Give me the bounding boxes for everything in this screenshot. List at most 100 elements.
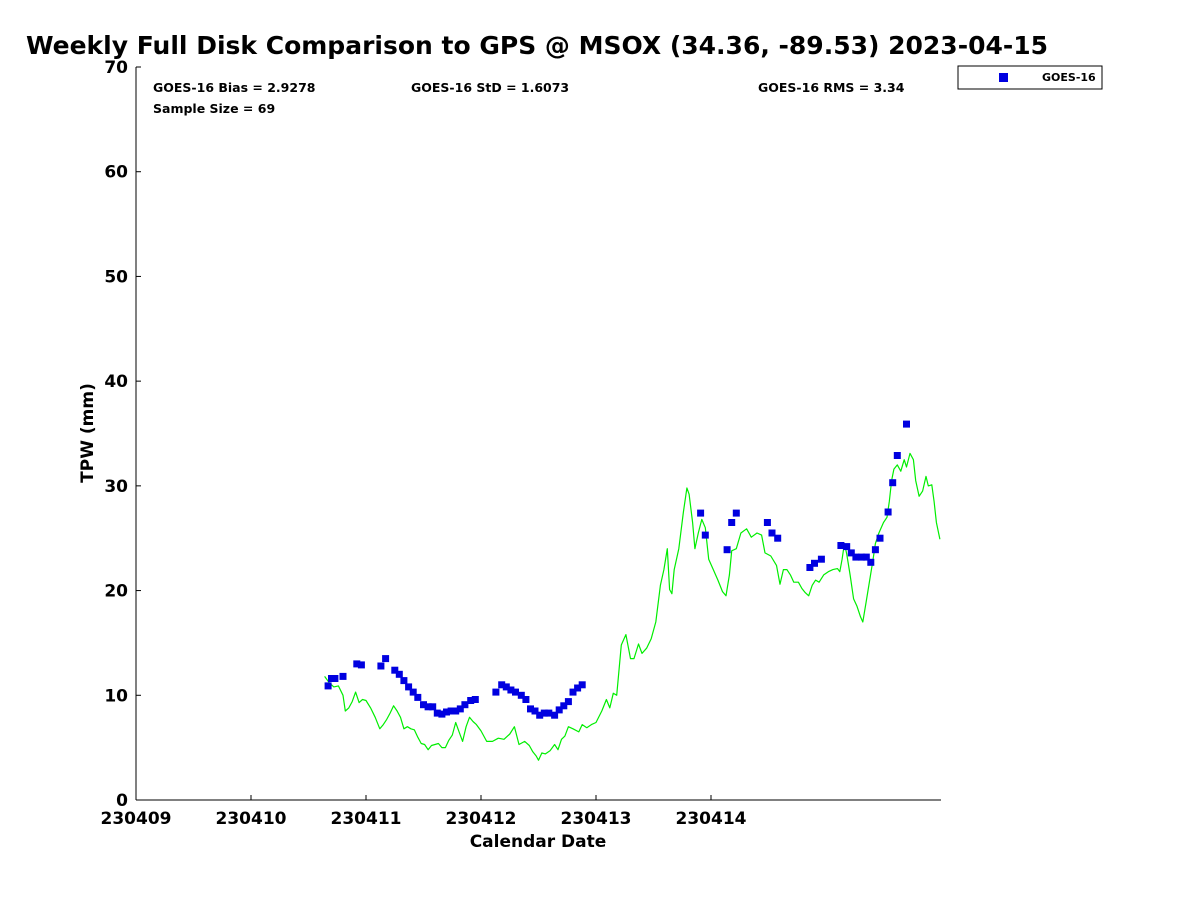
goes16-series	[324, 420, 910, 719]
y-tick-label: 30	[104, 477, 128, 497]
goes16-point	[353, 660, 361, 668]
goes16-point	[763, 519, 771, 526]
legend: GOES-16	[957, 65, 1103, 90]
legend-box	[957, 65, 1103, 90]
goes16-point	[876, 534, 884, 542]
goes16-point	[456, 705, 464, 713]
goes16-point	[467, 697, 475, 704]
goes16-point	[452, 707, 460, 715]
goes16-point	[522, 696, 530, 703]
x-tick-label: 230413	[561, 809, 632, 829]
y-tick-label: 20	[104, 582, 128, 602]
goes16-point	[871, 546, 879, 554]
goes16-point	[560, 702, 568, 710]
goes16-point	[852, 553, 860, 561]
y-tick-label: 0	[116, 791, 128, 811]
y-tick-label: 10	[104, 686, 128, 706]
y-tick-label: 50	[104, 267, 128, 287]
x-tick-label: 230412	[446, 809, 517, 829]
goes16-point	[424, 703, 432, 711]
goes16-point	[377, 662, 385, 670]
x-axis-ticks: 230409 230410 230411 230412 230413 230414	[101, 795, 747, 829]
goes16-point	[339, 672, 347, 680]
goes16-point	[536, 711, 544, 719]
x-tick-label: 230414	[676, 809, 747, 829]
goes16-point	[498, 681, 506, 689]
goes16-point	[903, 420, 910, 428]
legend-label: GOES-16	[1042, 71, 1096, 84]
goes16-point	[545, 709, 553, 717]
goes16-point	[847, 549, 855, 557]
y-tick-label: 60	[104, 163, 128, 183]
x-tick-label: 230411	[331, 809, 402, 829]
goes16-point	[400, 677, 408, 685]
goes16-point	[889, 479, 897, 487]
rms-stat: GOES-16 RMS = 3.34	[758, 80, 905, 95]
goes16-point	[893, 452, 901, 459]
goes16-point	[806, 564, 814, 571]
goes16-point	[578, 681, 586, 689]
goes16-point	[723, 546, 731, 554]
goes16-point	[461, 701, 469, 709]
goes16-point	[331, 675, 339, 682]
goes16-point	[382, 655, 390, 663]
sample-size-stat: Sample Size = 69	[153, 101, 275, 116]
goes16-point	[697, 509, 705, 517]
goes16-point	[774, 534, 782, 542]
goes16-point	[409, 688, 417, 696]
goes16-point	[701, 531, 709, 539]
goes16-point	[414, 693, 422, 701]
x-tick-label: 230409	[101, 809, 172, 829]
y-axis-ticks: 0 10 20 30 40 50 60 70	[104, 58, 141, 811]
goes16-point	[507, 686, 515, 694]
goes16-point	[395, 670, 403, 678]
goes16-point	[843, 543, 851, 551]
goes16-point	[817, 555, 825, 563]
x-axis-label: Calendar Date	[470, 832, 607, 852]
y-tick-label: 40	[104, 372, 128, 392]
goes16-point	[768, 529, 776, 537]
goes16-point	[732, 509, 740, 517]
goes16-point	[433, 709, 441, 717]
goes16-point	[405, 683, 413, 691]
goes16-point	[867, 558, 875, 566]
goes16-point	[502, 683, 510, 691]
goes16-point	[420, 701, 427, 709]
y-axis-label: TPW (mm)	[78, 383, 98, 483]
std-stat: GOES-16 StD = 1.6073	[411, 80, 569, 95]
goes16-point	[429, 703, 437, 711]
goes16-point	[837, 542, 845, 549]
goes16-point	[540, 709, 548, 717]
goes16-point	[443, 708, 450, 716]
goes16-point	[884, 508, 892, 516]
goes16-point	[862, 553, 870, 561]
goes16-point	[447, 707, 455, 715]
chart-title: Weekly Full Disk Comparison to GPS @ MSO…	[26, 31, 1048, 60]
goes16-point	[555, 706, 563, 714]
goes16-point	[438, 710, 446, 718]
goes16-point	[811, 559, 818, 567]
goes16-point	[471, 696, 479, 703]
legend-marker-icon	[999, 73, 1008, 82]
y-tick-label: 70	[104, 58, 128, 78]
goes16-point	[517, 691, 525, 699]
goes16-point	[564, 698, 572, 706]
gps-series	[324, 452, 941, 761]
goes16-point	[391, 666, 399, 674]
goes16-point	[574, 684, 582, 692]
goes16-point	[324, 682, 332, 690]
x-tick-label: 230410	[216, 809, 287, 829]
goes16-point	[492, 688, 500, 696]
goes16-point	[357, 661, 365, 669]
gps-line	[324, 452, 941, 761]
goes16-point	[569, 688, 577, 696]
goes16-point	[527, 705, 534, 713]
goes16-point	[512, 688, 519, 696]
bias-stat: GOES-16 Bias = 2.9278	[153, 80, 315, 95]
goes16-point	[551, 711, 559, 719]
goes16-point	[728, 519, 736, 526]
goes16-point	[531, 707, 539, 715]
goes16-point	[858, 553, 866, 561]
plot-area	[136, 67, 941, 800]
